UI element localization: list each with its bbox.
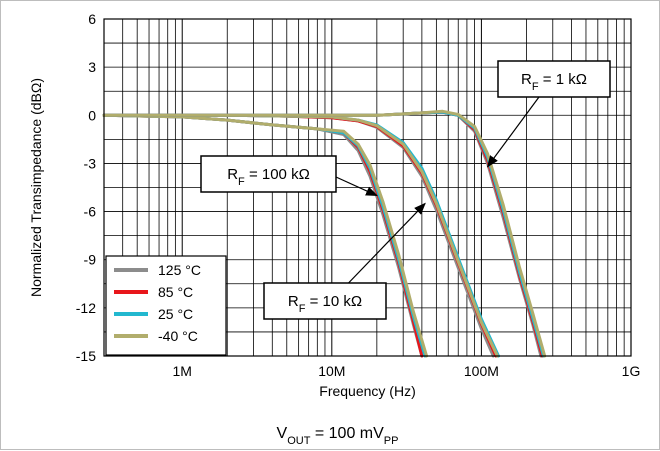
x-tick-label: 10M (318, 363, 345, 379)
y-tick-label: -3 (84, 155, 97, 171)
condition-mid: = 100 mV (310, 425, 384, 442)
annotation-rest: = 10 kΩ (305, 293, 362, 310)
series-line-group2--40C (102, 109, 547, 358)
y-tick-label: -6 (84, 204, 97, 220)
y-tick-label: 6 (88, 11, 96, 27)
annotation-main: R (227, 166, 238, 183)
y-tick-label: 0 (88, 107, 96, 123)
legend-entry: 25 °C (158, 306, 193, 322)
y-axis-label: Normalized Transimpedance (dBΩ) (28, 78, 44, 297)
legend-box (105, 255, 227, 356)
series-lines (102, 109, 547, 358)
annotation-rest: = 1 kΩ (539, 71, 587, 88)
annotation-sub: F (532, 81, 539, 93)
legend-entry: 85 °C (158, 284, 193, 300)
annotation-rest: = 100 kΩ (245, 166, 310, 183)
annotation-arrow (486, 96, 540, 168)
annotation-box (200, 155, 337, 193)
annotation-label: RF = 10 kΩ (288, 293, 362, 315)
annotation-box (263, 282, 387, 320)
tick-labels: 1M 10M 100M 1G 6 3 0 -3 -6 -9 -12 -15 (76, 11, 641, 379)
annotation-label: RF = 100 kΩ (227, 166, 310, 188)
plot-border (103, 18, 632, 357)
series-line-group0--40C (102, 113, 429, 358)
condition-main: V (277, 425, 288, 442)
x-tick-label: 1G (622, 363, 641, 379)
annotation-main: R (288, 293, 299, 310)
annotation-box (497, 60, 611, 98)
annotation-label: RF = 1 kΩ (521, 71, 587, 93)
x-tick-label: 100M (464, 363, 499, 379)
annotation-arrow (335, 202, 426, 297)
annotation-main: R (521, 71, 532, 88)
y-tick-label: -15 (76, 348, 96, 364)
annotation-sub: F (299, 303, 306, 315)
legend-entry: -40 °C (158, 328, 198, 344)
annotation-sub: F (238, 176, 245, 188)
y-tick-label: -12 (76, 300, 96, 316)
y-tick-label: 3 (88, 59, 96, 75)
legend-entry: 125 °C (158, 262, 201, 278)
y-tick-label: -9 (84, 252, 97, 268)
annotation-arrow (335, 176, 378, 197)
legend: 125 °C 85 °C 25 °C -40 °C (105, 255, 227, 356)
condition-sub1: OUT (287, 435, 311, 447)
condition-label: VOUT = 100 mVPP (277, 425, 399, 447)
condition-sub2: PP (384, 435, 399, 447)
x-axis-label: Frequency (Hz) (319, 383, 415, 399)
x-tick-label: 1M (172, 363, 191, 379)
